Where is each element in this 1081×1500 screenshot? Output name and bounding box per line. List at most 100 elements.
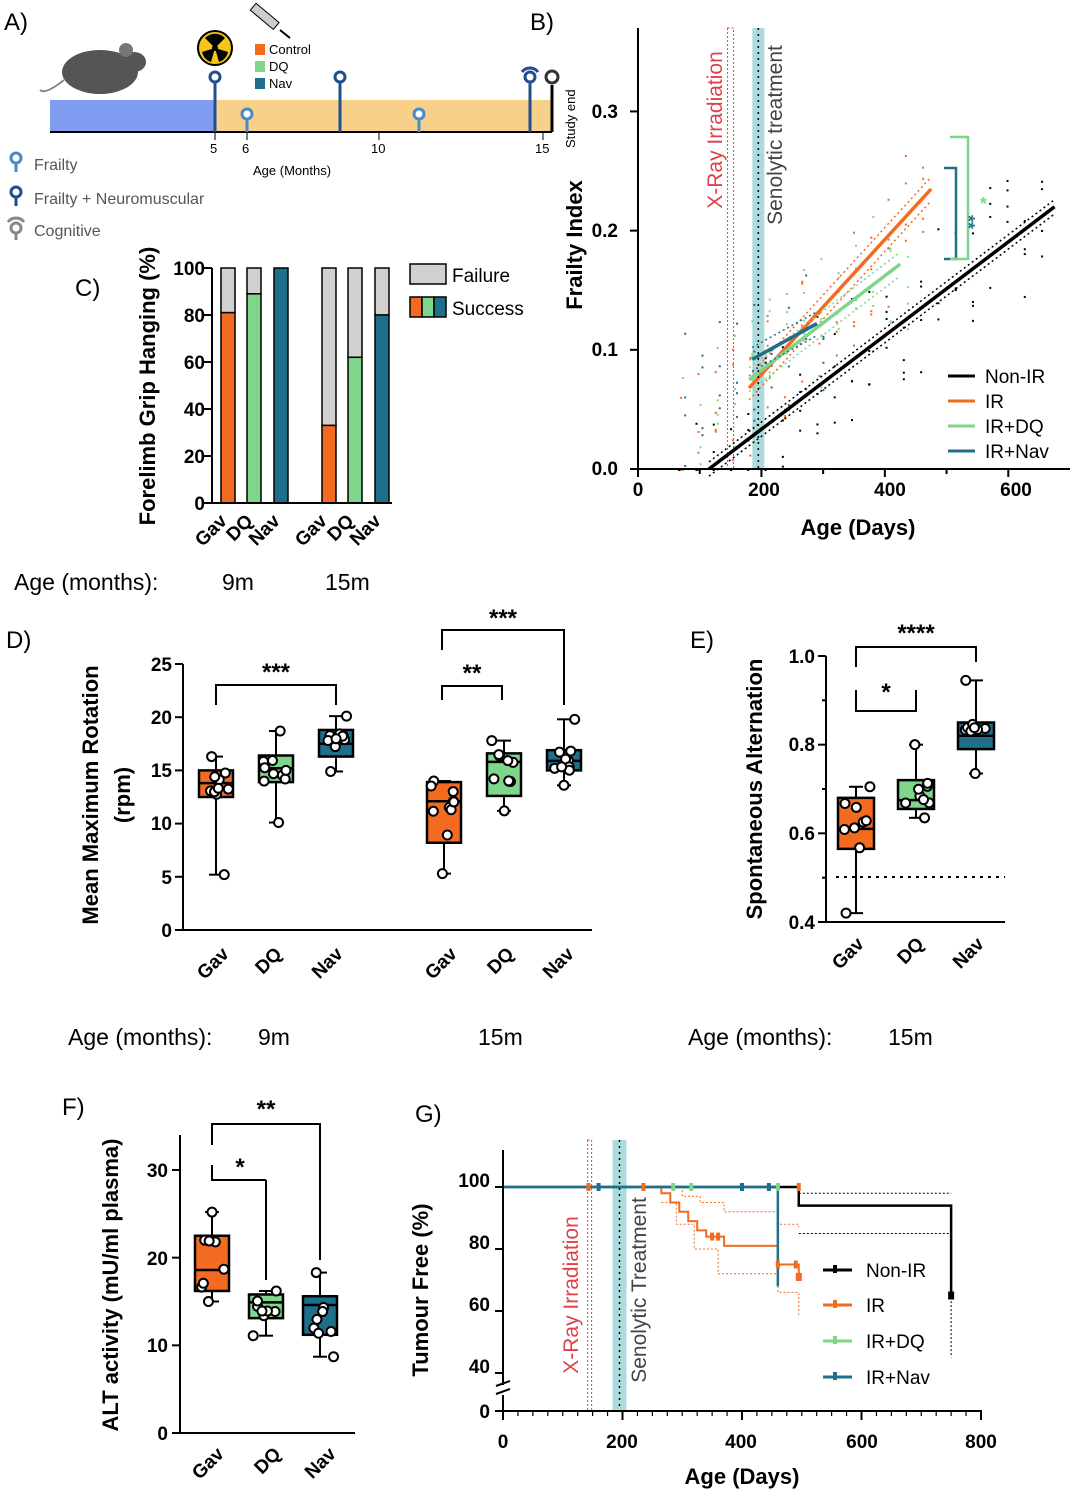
data-point — [848, 822, 860, 834]
data-point — [820, 317, 823, 320]
data-point — [799, 429, 802, 432]
ci-line — [751, 311, 818, 349]
censor-mark — [710, 1232, 715, 1241]
data-point — [714, 428, 717, 431]
data-point — [256, 1305, 268, 1317]
sig-bracket — [215, 684, 337, 705]
data-point — [937, 228, 940, 231]
censor-mark — [586, 1183, 591, 1191]
data-point — [833, 396, 836, 399]
data-point — [887, 247, 890, 250]
data-point — [787, 306, 790, 309]
censor-mark — [775, 1183, 780, 1191]
svg-text:DQ: DQ — [269, 59, 289, 74]
data-point — [695, 422, 698, 425]
x-tick-label: Nav — [301, 1443, 341, 1483]
sig-label: **** — [897, 620, 935, 647]
x-axis-title: Age (Days) — [685, 1464, 800, 1489]
legend-label: IR+Nav — [985, 442, 1049, 463]
data-point — [887, 305, 890, 308]
y-tick-label: 0.3 — [592, 102, 618, 123]
timeline-markers — [208, 66, 560, 132]
ci-line — [661, 1202, 800, 1318]
data-point — [805, 388, 808, 391]
data-point — [768, 377, 771, 380]
syringe-icon — [249, 2, 291, 39]
censor-mark — [766, 1183, 771, 1191]
sig-bracket — [855, 646, 977, 667]
censor-mark — [596, 1183, 601, 1191]
sig-label: * — [980, 194, 987, 214]
data-point — [697, 451, 700, 454]
data-point — [247, 1330, 259, 1342]
data-point — [816, 315, 819, 318]
data-point — [805, 274, 808, 277]
data-point — [960, 674, 972, 686]
y-axis-unit: (rpm) — [110, 767, 135, 823]
censor-mark — [948, 1291, 955, 1300]
data-point — [989, 215, 992, 218]
data-point — [822, 337, 825, 340]
data-point — [317, 1306, 329, 1318]
y-tick-label: 0.6 — [789, 824, 815, 845]
data-point — [851, 419, 853, 422]
data-point — [498, 805, 510, 817]
data-point — [730, 428, 733, 431]
y-tick-label: 0.0 — [592, 459, 618, 480]
x-tick-label: Gav — [188, 1443, 229, 1484]
y-tick-label: 25 — [151, 655, 173, 676]
data-point — [872, 290, 875, 293]
y-tick-label: 0.8 — [789, 735, 815, 756]
data-point — [447, 786, 459, 798]
frailty-chart: 0.0 0.1 0.2 0.3 0 200 400 600 Age (Days)… — [562, 27, 1070, 540]
ci-line — [751, 334, 818, 372]
data-point — [203, 1235, 215, 1247]
treatment-label: Senolytic Treatment — [628, 1197, 651, 1383]
data-point — [258, 775, 270, 787]
data-point — [801, 280, 804, 283]
y-tick-label: 0.2 — [592, 221, 618, 242]
data-point — [493, 749, 505, 761]
data-point — [716, 399, 719, 402]
data-point — [920, 319, 923, 322]
failure-bar — [220, 267, 236, 314]
legend-label: Success — [452, 299, 524, 320]
tumour-free-chart: 0 40 60 80 100 0 200 400 600 800 Age (Da… — [408, 1139, 997, 1489]
svg-text:6: 6 — [242, 141, 249, 156]
data-point — [751, 355, 754, 358]
irradiation-band — [587, 1139, 593, 1412]
data-point — [855, 244, 857, 247]
data-point — [822, 335, 825, 338]
y-tick-label: 15 — [151, 761, 173, 782]
data-point — [699, 446, 702, 449]
x-tick-label: 0 — [633, 480, 644, 501]
x-tick-label: 200 — [748, 480, 780, 501]
y-tick-label: 10 — [151, 814, 172, 835]
data-point — [486, 735, 498, 747]
data-point — [488, 773, 500, 785]
data-point — [906, 302, 909, 305]
data-point — [718, 365, 721, 368]
data-point — [851, 380, 853, 383]
data-point — [441, 829, 453, 841]
data-point — [1023, 253, 1026, 256]
y-tick-label: 0 — [161, 921, 172, 942]
censor-mark — [740, 1183, 744, 1191]
age-group-label: 15m — [478, 1024, 523, 1050]
data-point — [259, 762, 271, 774]
data-point — [855, 307, 857, 310]
data-point — [1006, 189, 1009, 192]
data-point — [853, 231, 855, 234]
data-point — [820, 258, 823, 261]
data-point — [718, 321, 721, 324]
data-point — [820, 386, 823, 389]
data-point — [904, 223, 907, 226]
x-tick-label: DQ — [484, 944, 519, 979]
data-point — [864, 781, 876, 793]
censor-mark — [689, 1183, 694, 1191]
fit-line-non-ir — [707, 205, 1056, 471]
treatment-label: Senolytic treatment — [764, 45, 787, 225]
y-tick-label: 60 — [184, 353, 205, 374]
ci-line — [748, 275, 901, 393]
data-point — [909, 739, 921, 751]
